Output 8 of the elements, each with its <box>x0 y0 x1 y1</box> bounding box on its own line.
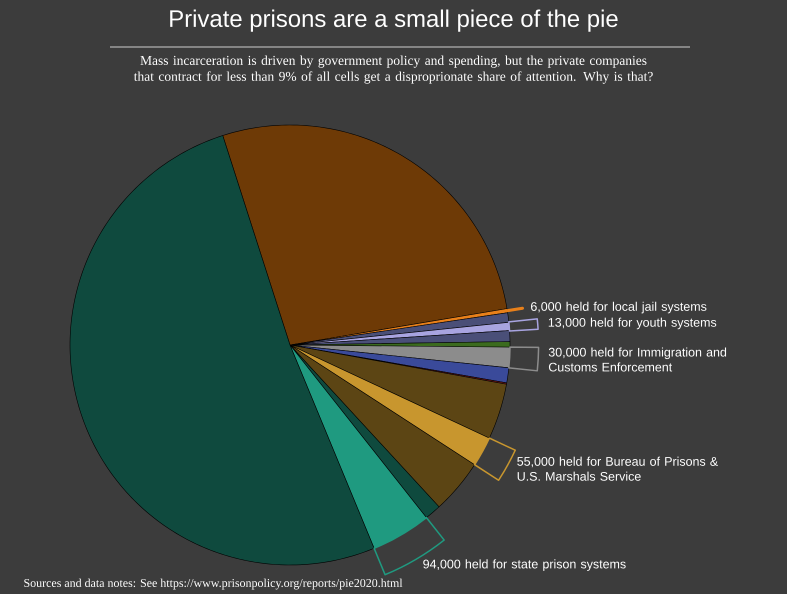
chart-title: Private prisons are a small piece of the pie <box>170 10 618 32</box>
chart-subtitle: Mass incarceration is driven by government policy and spending, but the private companies that contract for less than 9% of all cells get a disproprionate share of attention. Why is that? <box>134 56 653 84</box>
legend-label: 13,000 held for youth systems <box>548 318 716 330</box>
legend-label: 30,000 held for Immigration and Customs Enforcement <box>548 347 726 372</box>
slice-label: 6,000 held for local jail systems <box>531 302 706 314</box>
source-note: Sources and data notes: See https://www.prisonpolicy.org/reports/pie2020.html <box>24 578 402 590</box>
slice-label: 94,000 held for state prison systems <box>423 559 626 571</box>
slice-label: 55,000 held for Bureau of Prisons & U.S. Marshals Service <box>517 456 718 481</box>
